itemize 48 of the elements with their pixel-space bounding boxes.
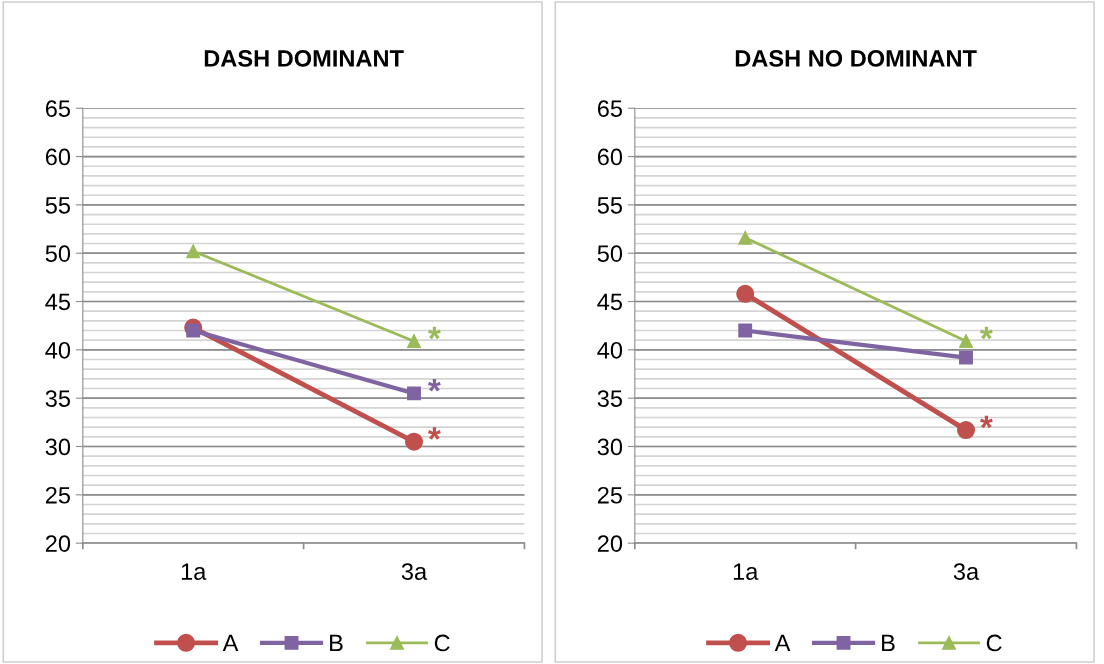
annotation: * [427, 379, 441, 392]
chart-title: DASH DOMINANT [204, 50, 404, 67]
x-tick-label: 3a [401, 563, 428, 580]
y-tick-label: 40 [597, 341, 623, 359]
point [956, 421, 976, 440]
y-tick-label: 25 [597, 486, 623, 504]
y-tick-label: 60 [45, 148, 71, 166]
point [186, 244, 201, 259]
legend-label: C [986, 634, 1002, 652]
y-tick-label: 50 [45, 245, 71, 262]
x-tick-label: 1a [733, 563, 759, 580]
legend-label: C [434, 634, 450, 652]
point [407, 334, 421, 349]
legend-label: A [774, 634, 791, 652]
y-tick-label: 45 [45, 293, 71, 311]
y-tick-label: 30 [45, 438, 71, 456]
y-tick-label: 20 [45, 535, 71, 552]
y-tick-label: 35 [45, 390, 71, 407]
legend-label: B [330, 634, 343, 652]
y-tick-label: 35 [597, 390, 623, 407]
point [736, 284, 755, 303]
y-tick-label: 45 [597, 293, 623, 311]
y-tick-label: 65 [597, 100, 623, 118]
annotation: * [427, 326, 441, 340]
point [738, 323, 753, 338]
point [407, 386, 421, 401]
legend-label: B [882, 634, 895, 652]
y-tick-label: 60 [597, 148, 623, 166]
y-tick-label: 55 [45, 197, 71, 214]
y-tick-label: 65 [45, 100, 71, 118]
annotation: * [979, 326, 993, 340]
y-tick-label: 50 [597, 245, 623, 262]
point [959, 350, 973, 365]
y-tick-label: 25 [45, 486, 71, 504]
y-tick-label: 40 [45, 341, 71, 359]
annotation: * [979, 415, 993, 429]
point [186, 323, 201, 338]
point [738, 230, 753, 245]
x-tick-label: 3a [953, 563, 980, 580]
point [959, 334, 973, 349]
legend-label: A [222, 634, 239, 652]
x-tick-label: 1a [181, 563, 207, 580]
point [404, 432, 424, 451]
y-tick-label: 20 [597, 535, 623, 552]
chart-title: DASH NO DOMINANT [735, 50, 977, 67]
annotation: * [427, 427, 441, 440]
y-tick-label: 55 [597, 197, 623, 214]
y-tick-label: 30 [597, 438, 623, 456]
